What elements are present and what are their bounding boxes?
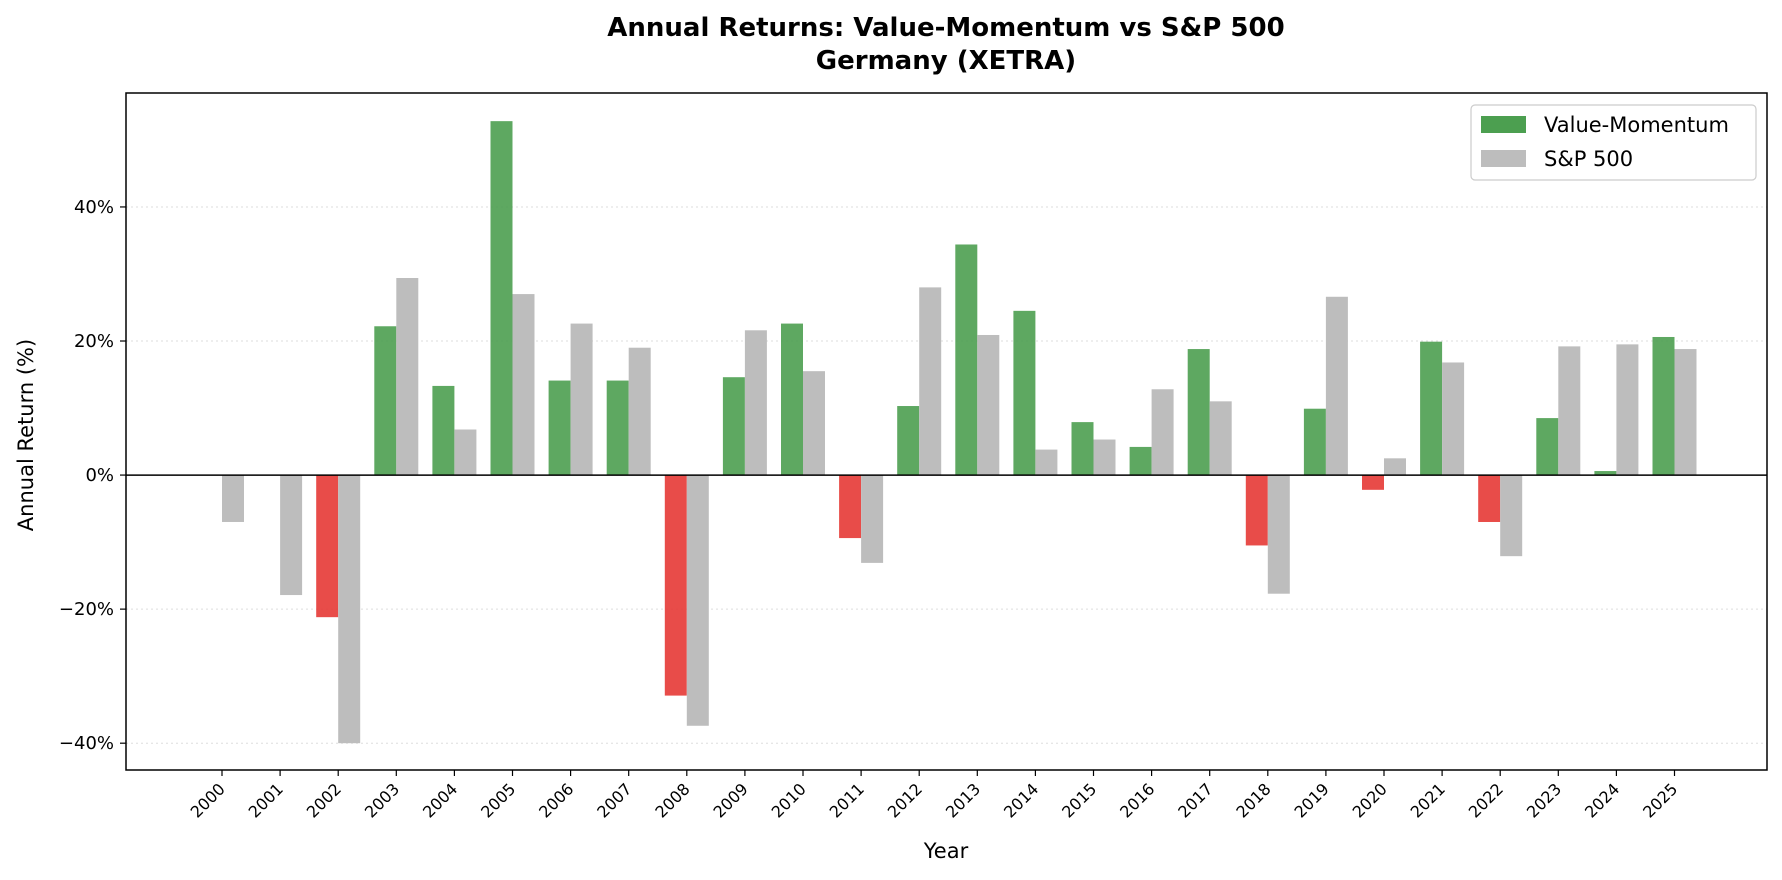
bar-value-momentum-2010 [781,323,803,476]
bar-value-momentum-2016 [1129,446,1152,476]
bar-value-momentum-2009 [722,377,745,476]
y-tick-label: −20% [59,599,114,620]
y-axis-ticks: −40% −20% 0% 20% 40% [59,197,126,754]
x-tick-label: 2000 [187,779,229,821]
bar-value-momentum-2012 [897,406,920,476]
x-tick-label: 2003 [361,779,403,821]
x-tick-label: 2009 [710,779,752,821]
bar-value-momentum-2020 [1362,475,1384,490]
bar-sp500-2004 [454,429,477,476]
bar-value-momentum-2002 [316,475,339,618]
bar-sp500-2016 [1151,389,1174,476]
x-tick-label: 2023 [1523,779,1565,821]
x-tick-label: 2016 [1116,779,1158,821]
x-tick-label: 2020 [1349,779,1391,821]
bar-sp500-2017 [1209,401,1232,476]
bar-sp500-2008 [686,475,709,726]
x-axis-label: Year [923,839,969,863]
x-tick-label: 2018 [1232,779,1274,821]
y-axis-label: Annual Return (%) [14,339,38,531]
bar-value-momentum-2022 [1478,475,1501,522]
x-tick-label: 2013 [942,779,984,821]
chart-subtitle: Germany (XETRA) [816,46,1076,76]
x-tick-label: 2007 [593,779,635,821]
bar-value-momentum-2024 [1594,471,1617,476]
legend-label-value-momentum: Value-Momentum [1544,113,1729,137]
x-tick-label: 2008 [651,779,693,821]
y-tick-label: 20% [74,331,114,352]
x-tick-label: 2010 [768,779,810,821]
x-tick-label: 2011 [826,779,868,821]
x-axis-ticks: 2000 2001 2002 2003 2004 2005 2006 2007 2008 2009… [187,770,1681,822]
bar-sp500-2009 [744,330,767,476]
bar-value-momentum-2018 [1245,475,1268,546]
y-tick-label: 0% [85,465,114,486]
bar-sp500-2021 [1442,362,1465,476]
bar-value-momentum-2019 [1303,408,1326,476]
bar-sp500-2011 [861,475,884,563]
x-tick-label: 2006 [535,779,577,821]
x-tick-label: 2014 [1000,779,1042,821]
bar-sp500-2000 [222,475,244,522]
bar-sp500-2023 [1558,346,1581,476]
bar-sp500-2007 [628,347,651,476]
bar-value-momentum-2003 [374,326,397,476]
chart-title: Annual Returns: Value-Momentum vs S&P 50… [607,13,1284,43]
y-tick-label: 40% [74,197,114,218]
bar-value-momentum-2021 [1420,341,1443,476]
x-tick-label: 2024 [1581,779,1623,821]
bar-sp500-2001 [280,475,303,596]
bar-sp500-2002 [338,475,361,744]
bar-sp500-2024 [1616,344,1639,476]
bar-sp500-2013 [977,334,1000,476]
bar-sp500-2025 [1674,349,1697,476]
bar-value-momentum-2008 [664,475,687,696]
bar-value-momentum-2025 [1652,336,1675,476]
bar-sp500-2014 [1035,449,1058,476]
bar-value-momentum-2014 [1013,310,1036,476]
x-tick-label: 2017 [1174,779,1216,821]
bar-sp500-2015 [1093,439,1116,476]
bar-sp500-2010 [803,371,825,476]
bar-value-momentum-2005 [490,121,513,476]
bar-sp500-2018 [1267,475,1290,594]
x-tick-label: 2021 [1407,779,1449,821]
bar-value-momentum-2015 [1071,422,1094,476]
x-tick-label: 2005 [477,779,519,821]
bar-sp500-2019 [1325,296,1348,476]
bar-sp500-2020 [1384,458,1406,476]
bar-sp500-2012 [919,287,942,476]
bar-value-momentum-2004 [432,385,455,476]
bar-sp500-2005 [512,294,535,476]
bars [222,121,1697,744]
bar-value-momentum-2013 [955,244,978,476]
x-tick-label: 2025 [1639,779,1681,821]
y-tick-label: −40% [59,733,114,754]
x-tick-label: 2015 [1058,779,1100,821]
legend-label-sp500: S&P 500 [1544,147,1633,171]
x-tick-label: 2019 [1291,779,1333,821]
bar-value-momentum-2017 [1187,349,1210,476]
bar-value-momentum-2006 [548,380,571,476]
legend: Value-Momentum S&P 500 [1470,104,1757,181]
x-tick-label: 2002 [303,779,345,821]
plot-frame [125,92,1768,771]
legend-swatch-sp500 [1481,150,1526,167]
legend-box [1470,104,1757,181]
x-tick-label: 2004 [419,779,461,821]
x-tick-label: 2001 [245,779,287,821]
bar-sp500-2006 [570,323,593,476]
bar-value-momentum-2023 [1536,418,1559,476]
bar-sp500-2022 [1500,475,1523,557]
bar-value-momentum-2011 [839,475,862,539]
legend-swatch-value-momentum [1481,116,1526,133]
bar-value-momentum-2007 [606,380,629,476]
bar-sp500-2003 [396,278,419,476]
x-tick-label: 2012 [884,779,926,821]
x-tick-label: 2022 [1465,779,1507,821]
